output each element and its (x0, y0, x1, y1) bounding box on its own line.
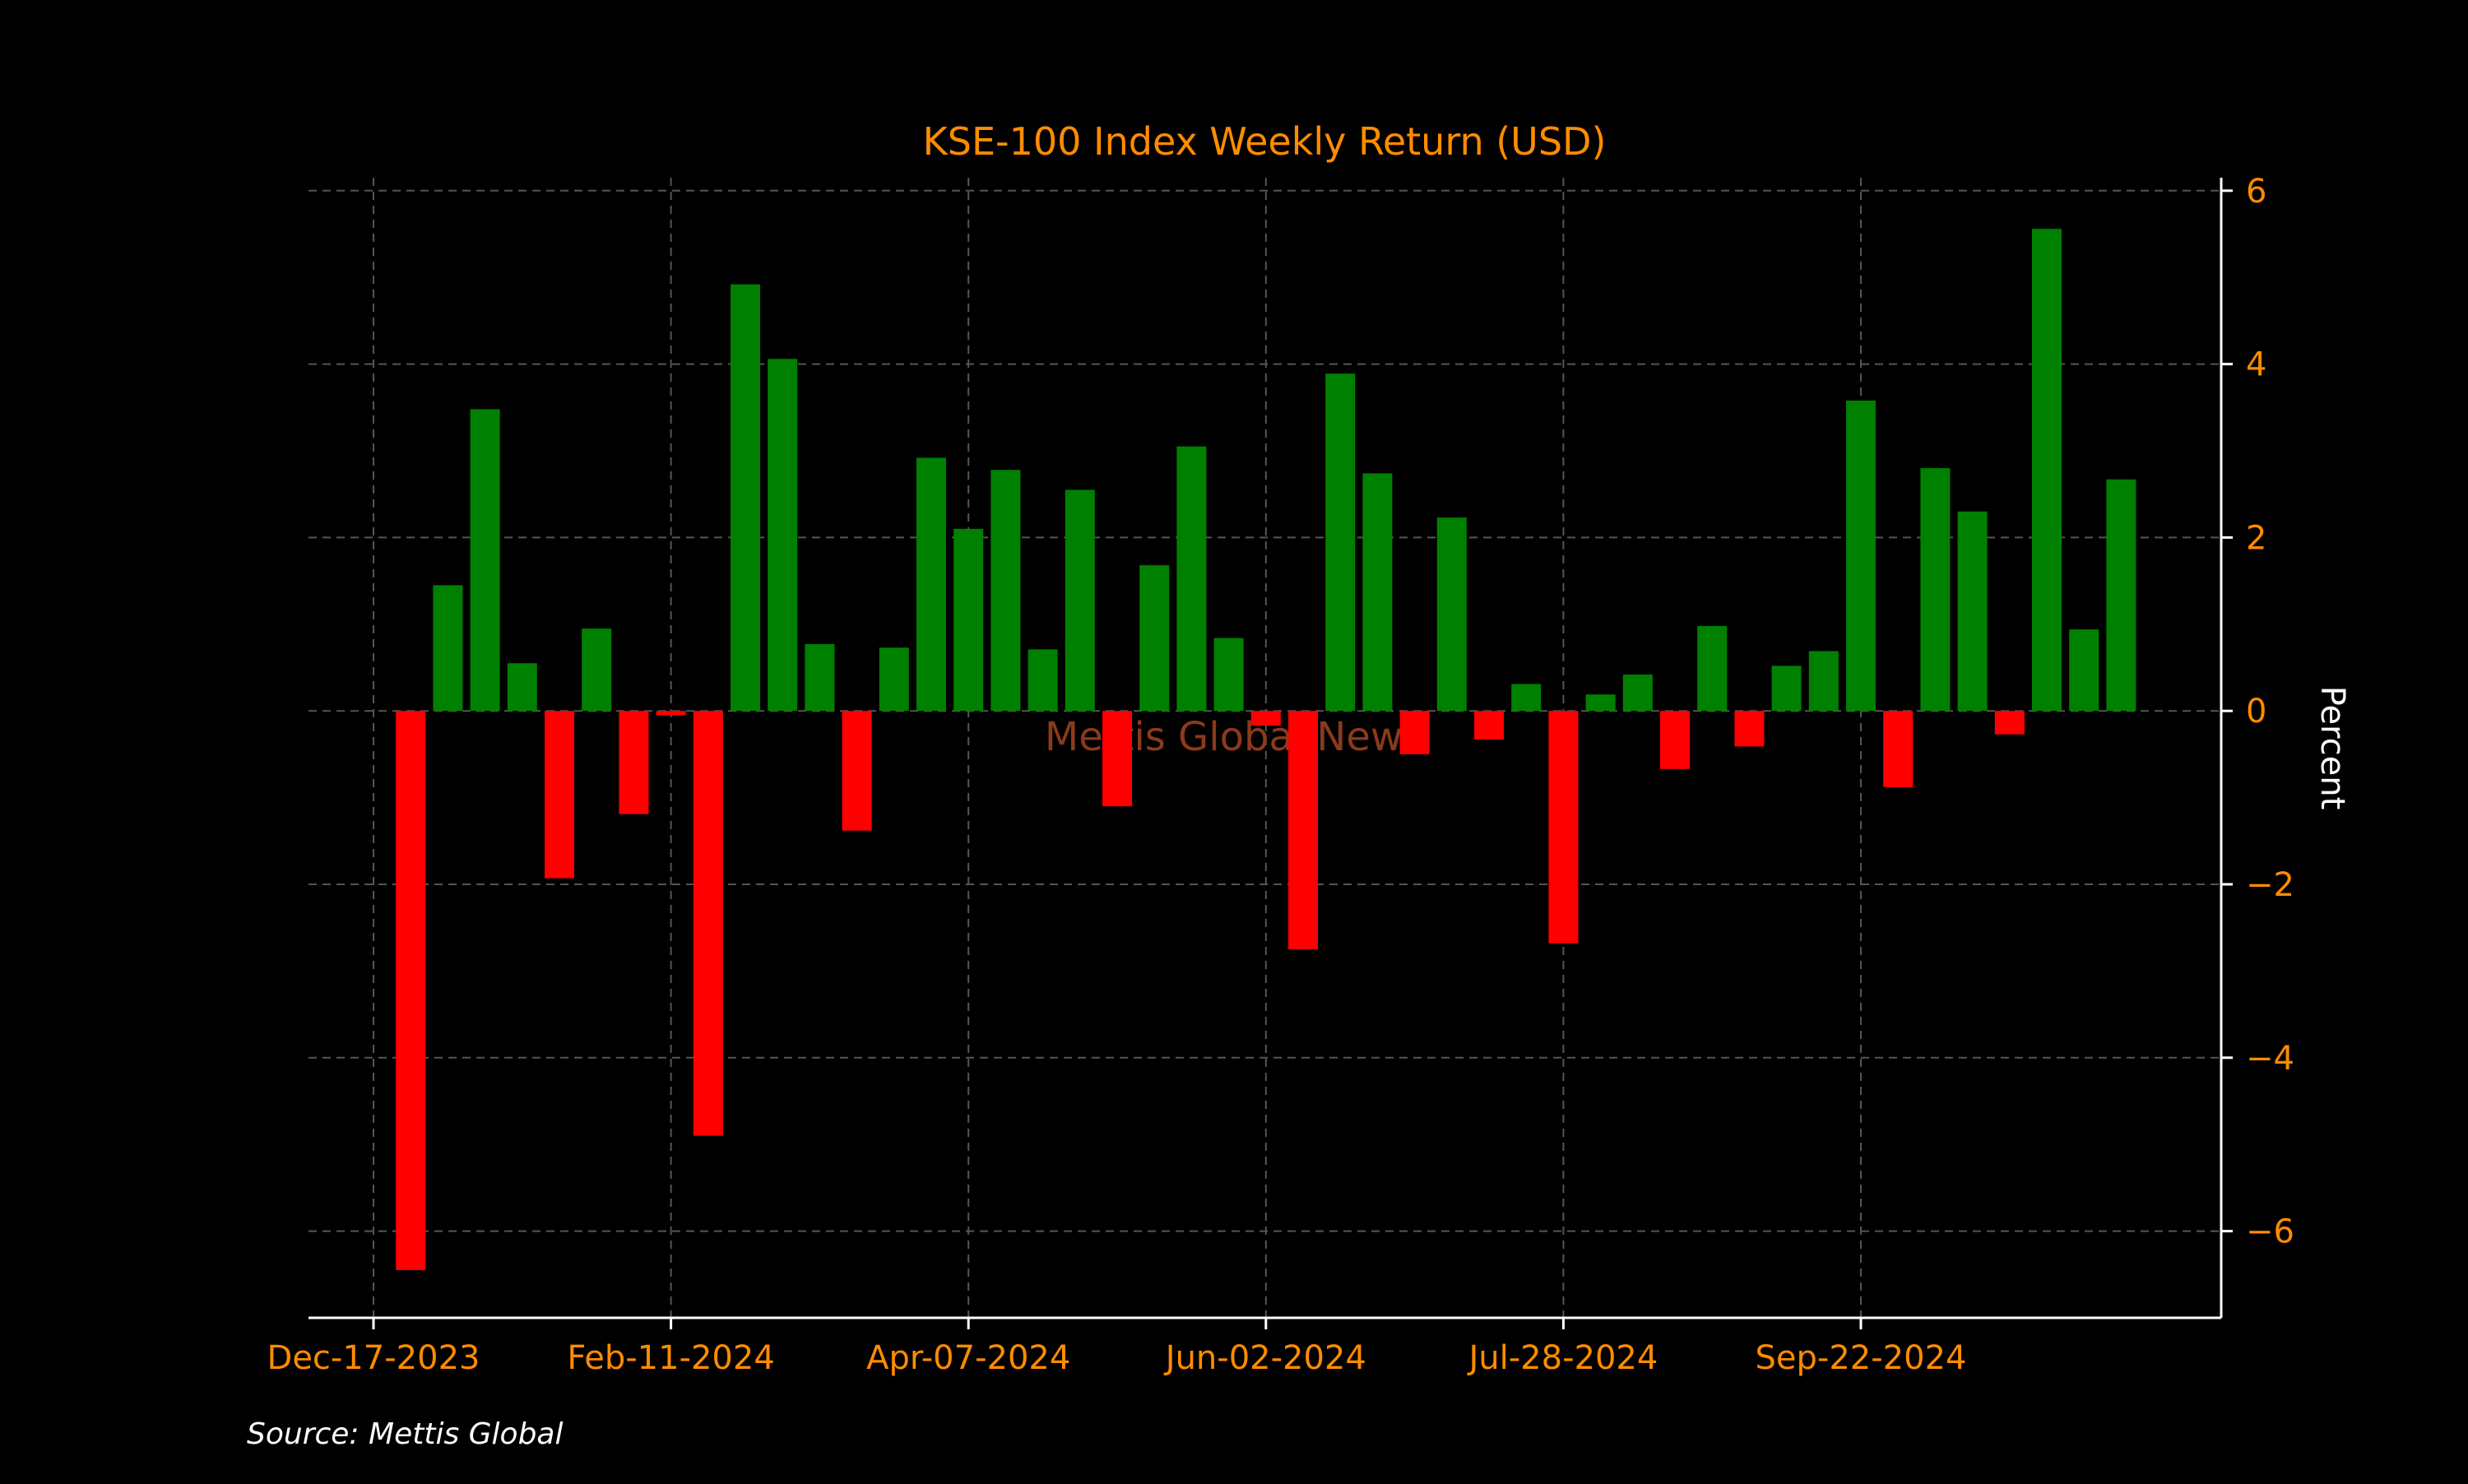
bar (1585, 694, 1616, 712)
bar (1846, 400, 1876, 712)
bar (507, 663, 537, 712)
chart-title: KSE-100 Index Weekly Return (USD) (923, 119, 1607, 164)
bar (1028, 649, 1058, 712)
bar (1176, 446, 1207, 712)
bar (1065, 489, 1095, 712)
bar (731, 284, 760, 712)
bar (953, 528, 984, 712)
y-tick-label: 2 (2246, 519, 2266, 557)
y-tick-label: 0 (2246, 693, 2266, 730)
bar (842, 711, 872, 831)
watermark: Mettis Global News (1045, 714, 1423, 760)
bar (1697, 625, 1728, 712)
bar (1548, 711, 1579, 944)
bar (1362, 473, 1393, 712)
bar (582, 628, 612, 712)
y-tick-label: −6 (2246, 1213, 2294, 1251)
y-tick-label: −4 (2246, 1040, 2294, 1078)
x-tick-label: Jul-28-2024 (1466, 1339, 1658, 1377)
y-tick-label: 6 (2246, 173, 2266, 211)
y-axis-title: Percent (2313, 686, 2351, 810)
x-tick-label: Apr-07-2024 (866, 1339, 1070, 1377)
y-tick-label: −2 (2246, 866, 2294, 904)
bar (990, 470, 1021, 712)
bar (768, 359, 798, 712)
bar (2069, 629, 2099, 712)
bar (805, 644, 835, 712)
bar (1139, 565, 1170, 712)
x-tick-label: Sep-22-2024 (1756, 1339, 1967, 1377)
bar (1474, 711, 1504, 740)
bar (1734, 711, 1765, 747)
bar (1325, 373, 1356, 712)
bar (1994, 711, 2025, 735)
bar (1288, 711, 1318, 950)
bars (396, 229, 2136, 1271)
ticks: 6 4 2 0 −2 −4 −6 Dec-17-2023 Feb-11-2024 Apr-07-2… (267, 173, 2294, 1377)
bar (1511, 684, 1542, 712)
bar (1250, 711, 1281, 726)
bar (1213, 638, 1244, 712)
bar (916, 457, 946, 712)
bar (1771, 665, 1802, 712)
bar (1660, 711, 1690, 769)
bar (693, 711, 723, 1136)
bar (396, 711, 426, 1271)
bar (879, 647, 909, 712)
bar (1957, 511, 1988, 712)
bar (1883, 711, 1914, 787)
bar (656, 711, 686, 716)
bar (1622, 674, 1653, 712)
x-tick-label: Dec-17-2023 (267, 1339, 480, 1377)
bar (470, 409, 500, 712)
bar (2032, 229, 2062, 712)
bar (1102, 711, 1132, 807)
bar (1920, 468, 1951, 712)
x-tick-label: Jun-02-2024 (1163, 1339, 1366, 1377)
bar (2106, 479, 2136, 712)
bar (433, 585, 463, 712)
bar (619, 711, 649, 814)
source-note: Source: Mettis Global (247, 1417, 564, 1451)
bar (1808, 651, 1839, 712)
bar (1436, 517, 1467, 712)
bar (545, 711, 574, 879)
x-tick-label: Feb-11-2024 (567, 1339, 774, 1377)
y-tick-label: 4 (2246, 346, 2266, 384)
bar (1399, 711, 1430, 754)
